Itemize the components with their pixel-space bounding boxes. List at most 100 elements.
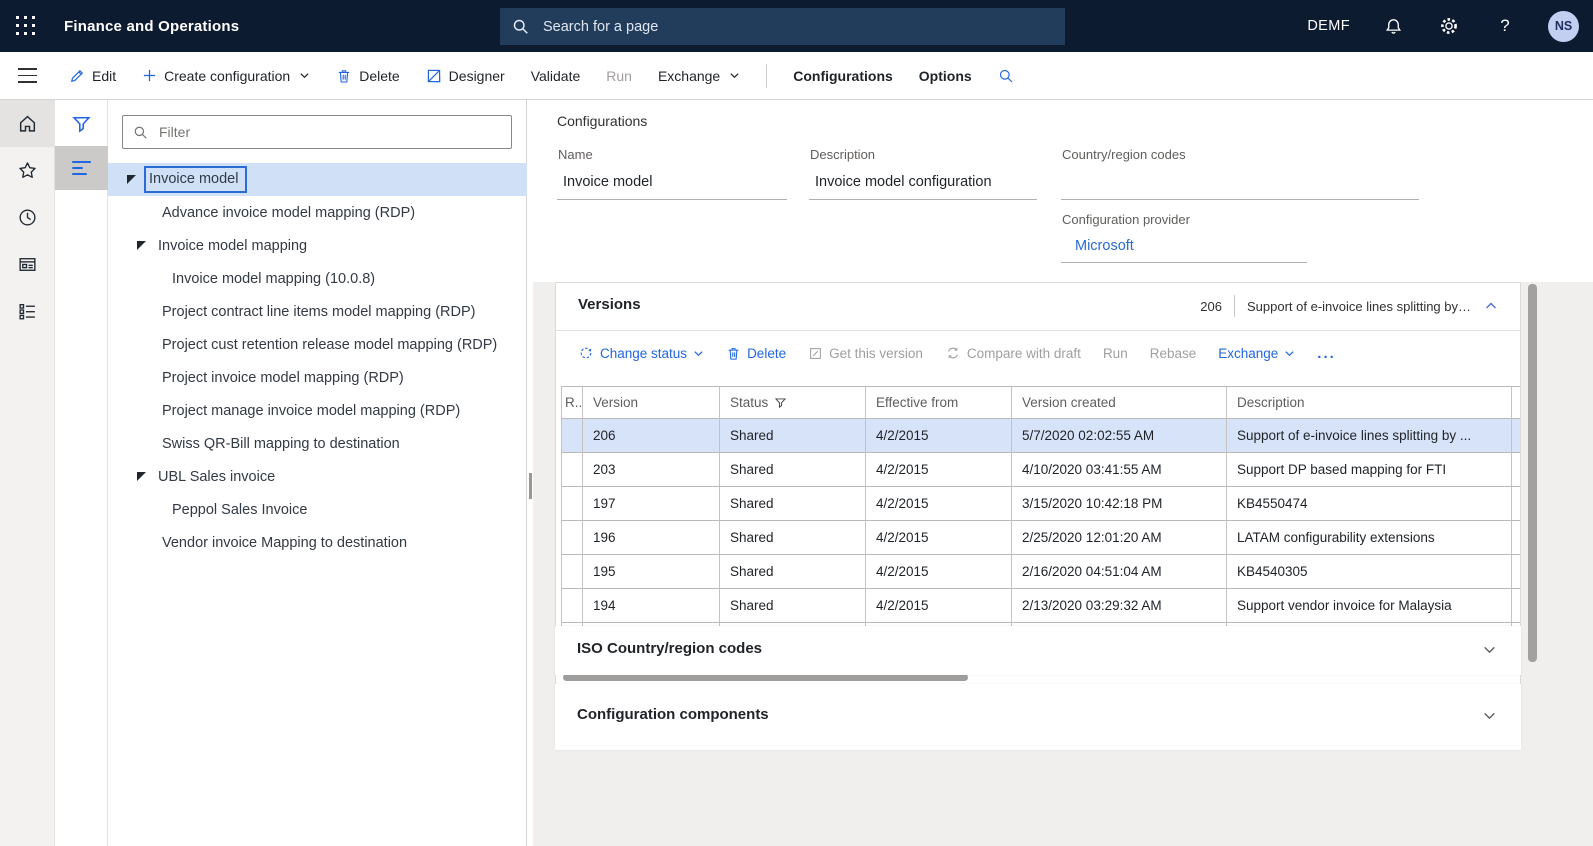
- header-base[interactable]: B: [1512, 386, 1520, 419]
- validate-button[interactable]: Validate: [531, 68, 581, 84]
- tree-item[interactable]: Project invoice model mapping (RDP): [108, 361, 527, 394]
- tree-expand-caret-icon[interactable]: [137, 241, 146, 250]
- favorites-star-icon[interactable]: [0, 147, 55, 194]
- delete-label: Delete: [359, 67, 400, 84]
- header-version[interactable]: Version: [583, 386, 720, 419]
- cell-status: Shared: [720, 487, 866, 521]
- tree-item-label: Invoice model mapping: [158, 237, 308, 254]
- configuration-tree-panel: Invoice model Advance invoice model mapp…: [108, 100, 527, 846]
- cell-version: 196: [583, 521, 720, 555]
- app-launcher-button[interactable]: [0, 0, 52, 52]
- tree-item[interactable]: Invoice model mapping: [108, 229, 527, 262]
- recent-clock-icon[interactable]: [0, 194, 55, 241]
- create-configuration-button[interactable]: Create configuration: [142, 68, 310, 84]
- trash-icon: [726, 346, 741, 361]
- versions-table: R... Version Status Effective from Versi…: [561, 386, 1520, 657]
- global-search-input[interactable]: [541, 17, 1021, 36]
- help-icon[interactable]: ?: [1500, 16, 1510, 35]
- user-avatar[interactable]: NS: [1548, 10, 1579, 42]
- collapse-chevron-up-icon[interactable]: [1484, 299, 1498, 313]
- tree-list-tab[interactable]: [55, 146, 108, 190]
- versions-delete-button[interactable]: Delete: [726, 346, 786, 361]
- tree-item[interactable]: Project cust retention release model map…: [108, 328, 527, 361]
- header-effective-from[interactable]: Effective from: [866, 386, 1012, 419]
- exchange-menu-button[interactable]: Exchange: [658, 68, 740, 84]
- versions-exchange-button[interactable]: Exchange: [1218, 346, 1295, 361]
- header-description[interactable]: Description: [1227, 386, 1512, 419]
- table-row[interactable]: 194 Shared 4/2/2015 2/13/2020 03:29:32 A…: [561, 589, 1520, 623]
- tree-item[interactable]: Peppol Sales Invoice: [108, 493, 527, 526]
- tree-item[interactable]: Project contract line items model mappin…: [108, 295, 527, 328]
- row-selector-cell[interactable]: [562, 555, 583, 589]
- tree-item[interactable]: Vendor invoice Mapping to destination: [108, 526, 527, 559]
- home-icon[interactable]: [0, 100, 55, 147]
- horizontal-scrollbar[interactable]: [563, 674, 968, 681]
- tree-item-label: UBL Sales invoice: [158, 468, 276, 485]
- versions-summary-version: 206: [1200, 298, 1222, 314]
- splitter-handle-icon[interactable]: [529, 473, 532, 499]
- company-selector[interactable]: DEMF: [1307, 18, 1350, 34]
- tree-item-label: Project invoice model mapping (RDP): [162, 369, 404, 386]
- tab-configurations[interactable]: Configurations: [793, 68, 893, 84]
- table-row[interactable]: 203 Shared 4/2/2015 4/10/2020 03:41:55 A…: [561, 453, 1520, 487]
- header-version-created[interactable]: Version created: [1012, 386, 1227, 419]
- tree-filter-box[interactable]: [122, 115, 512, 149]
- chevron-down-icon[interactable]: [1482, 708, 1497, 723]
- panel-splitter[interactable]: [527, 100, 533, 846]
- tree-item[interactable]: Invoice model: [108, 163, 527, 196]
- tree-filter-input[interactable]: [157, 123, 487, 141]
- row-selector-cell[interactable]: [562, 521, 583, 555]
- settings-gear-icon[interactable]: [1436, 13, 1462, 39]
- edit-button[interactable]: Edit: [69, 68, 116, 84]
- row-selector-cell[interactable]: [562, 419, 583, 453]
- cell-status: Shared: [720, 555, 866, 589]
- tree-item[interactable]: UBL Sales invoice: [108, 460, 527, 493]
- header-row-marker[interactable]: R...: [562, 386, 583, 419]
- configuration-components-section[interactable]: Configuration components: [555, 684, 1521, 750]
- tree-item[interactable]: Swiss QR-Bill mapping to destination: [108, 427, 527, 460]
- filter-funnel-icon[interactable]: [55, 100, 108, 146]
- cell-version-created: 5/7/2020 02:02:55 AM: [1012, 419, 1227, 453]
- more-commands-button[interactable]: ...: [1317, 344, 1336, 362]
- content-pane: Configurations Name Invoice model Descri…: [533, 100, 1593, 846]
- chevron-down-icon[interactable]: [1482, 642, 1497, 657]
- provider-link[interactable]: Microsoft: [1075, 238, 1134, 254]
- table-row[interactable]: 197 Shared 4/2/2015 3/15/2020 10:42:18 P…: [561, 487, 1520, 521]
- form-header: Configurations Name Invoice model Descri…: [533, 100, 1593, 282]
- designer-button[interactable]: Designer: [426, 68, 505, 84]
- tab-options[interactable]: Options: [919, 68, 972, 84]
- row-selector-cell[interactable]: [562, 589, 583, 623]
- tree-item[interactable]: Project manage invoice model mapping (RD…: [108, 394, 527, 427]
- nav-hamburger-button[interactable]: [0, 52, 55, 100]
- modules-checklist-icon[interactable]: [0, 288, 55, 335]
- description-field-value[interactable]: Invoice model configuration: [815, 174, 992, 190]
- tree-expand-caret-icon[interactable]: [127, 175, 136, 184]
- vertical-scrollbar[interactable]: [1528, 284, 1537, 662]
- rebase-label: Rebase: [1149, 345, 1197, 361]
- row-selector-cell[interactable]: [562, 487, 583, 521]
- cell-description: Support vendor invoice for Malaysia: [1227, 589, 1512, 623]
- table-row[interactable]: 195 Shared 4/2/2015 2/16/2020 04:51:04 A…: [561, 555, 1520, 589]
- description-field-underline: [809, 199, 1037, 200]
- cell-status: Shared: [720, 589, 866, 623]
- notifications-bell-icon[interactable]: [1380, 13, 1406, 39]
- tree-expand-caret-icon[interactable]: [137, 472, 146, 481]
- cell-description: KB4540305: [1227, 555, 1512, 589]
- action-search-button[interactable]: [998, 68, 1014, 84]
- versions-header-divider: [556, 330, 1520, 331]
- change-status-icon: [578, 345, 594, 361]
- name-field-value[interactable]: Invoice model: [563, 174, 653, 190]
- row-selector-cell[interactable]: [562, 453, 583, 487]
- table-row[interactable]: 206 Shared 4/2/2015 5/7/2020 02:02:55 AM…: [561, 419, 1520, 453]
- iso-country-codes-section[interactable]: ISO Country/region codes: [555, 626, 1521, 675]
- delete-button[interactable]: Delete: [336, 67, 400, 84]
- header-status[interactable]: Status: [720, 386, 866, 419]
- tree-item-label: Project manage invoice model mapping (RD…: [162, 402, 461, 419]
- status-filter-funnel-icon[interactable]: [774, 396, 787, 409]
- table-row[interactable]: 196 Shared 4/2/2015 2/25/2020 12:01:20 A…: [561, 521, 1520, 555]
- global-search-box[interactable]: [500, 8, 1065, 45]
- tree-item[interactable]: Advance invoice model mapping (RDP): [108, 196, 527, 229]
- change-status-button[interactable]: Change status: [578, 345, 704, 361]
- tree-item[interactable]: Invoice model mapping (10.0.8): [108, 262, 527, 295]
- workspaces-form-icon[interactable]: [0, 241, 55, 288]
